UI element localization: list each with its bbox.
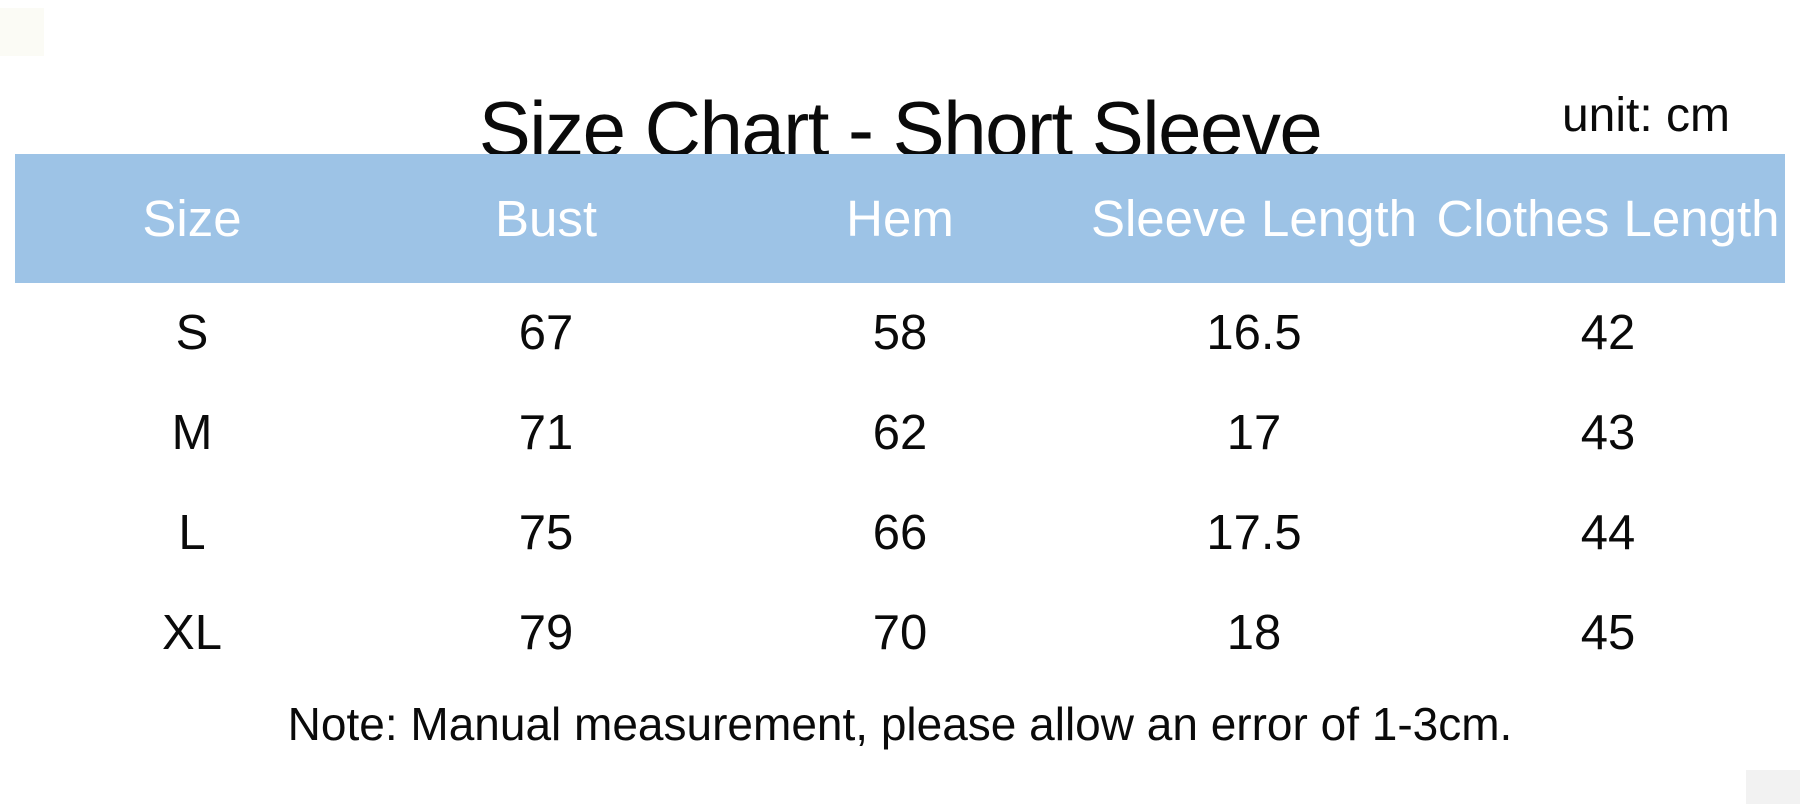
header-cell-sleeve-length: Sleeve Length <box>1090 190 1418 247</box>
sleeve-length-cell: 17.5 <box>1206 506 1302 560</box>
sleeve-length-cell: 17 <box>1226 406 1282 460</box>
sleeve-length-cell: 16.5 <box>1206 306 1302 360</box>
measurement-note: Note: Manual measurement, please allow a… <box>287 698 1513 750</box>
corner-artifact-top-left <box>0 8 44 56</box>
clothes-length-cell: 42 <box>1580 306 1636 360</box>
sleeve-length-cell: 18 <box>1226 606 1282 660</box>
table-row-s: S 67 58 16.5 42 <box>15 283 1785 383</box>
bust-cell: 75 <box>518 506 574 560</box>
bust-cell: 71 <box>518 406 574 460</box>
table-row-xl: XL 79 70 18 45 <box>15 583 1785 683</box>
hem-cell: 58 <box>872 306 928 360</box>
size-cell: M <box>171 406 213 460</box>
size-cell: XL <box>162 606 222 660</box>
clothes-length-cell: 45 <box>1580 606 1636 660</box>
table-row-l: L 75 66 17.5 44 <box>15 483 1785 583</box>
hem-cell: 66 <box>872 506 928 560</box>
size-cell: S <box>175 306 209 360</box>
header-cell-bust: Bust <box>494 190 598 247</box>
hem-cell: 62 <box>872 406 928 460</box>
unit-label: unit: cm <box>1561 89 1730 142</box>
bust-cell: 79 <box>518 606 574 660</box>
header-cell-hem: Hem <box>846 190 954 247</box>
header-cell-size: Size <box>142 190 242 247</box>
table-row-m: M 71 62 17 43 <box>15 383 1785 483</box>
bust-cell: 67 <box>518 306 574 360</box>
corner-artifact-bottom-right <box>1746 770 1800 804</box>
size-table: Size Bust Hem Sleeve Length Clothes Leng… <box>15 154 1785 683</box>
table-header-row: Size Bust Hem Sleeve Length Clothes Leng… <box>15 154 1785 283</box>
size-cell: L <box>178 506 206 560</box>
hem-cell: 70 <box>872 606 928 660</box>
header-cell-clothes-length: Clothes Length <box>1436 190 1780 247</box>
clothes-length-cell: 44 <box>1580 506 1636 560</box>
clothes-length-cell: 43 <box>1580 406 1636 460</box>
